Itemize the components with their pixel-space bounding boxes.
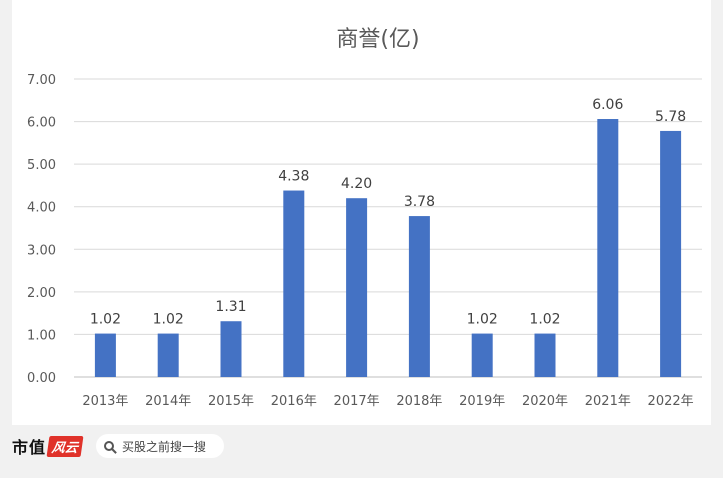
chart-card: 商誉(亿) 0.00 1.00 2.00 3.00 4.00 5.00 6.00 7.00 1… [12, 0, 711, 425]
x-tick-label: 2016年 [271, 394, 317, 409]
x-tick-label: 2022年 [648, 394, 694, 409]
y-tick-label: 2.00 [27, 286, 56, 301]
footer-bar: 市值 风云 买股之前搜一搜 [0, 425, 723, 478]
x-tick-label: 2020年 [522, 394, 568, 409]
y-tick-label: 4.00 [27, 201, 56, 216]
data-label: 4.20 [341, 176, 372, 192]
chart-title: 商誉(亿) [336, 27, 419, 52]
x-tick-label: 2014年 [145, 394, 191, 409]
bar [94, 333, 116, 377]
y-tick-label: 0.00 [27, 371, 56, 386]
bar [283, 190, 305, 377]
y-tick-label: 3.00 [27, 243, 56, 258]
data-label: 3.78 [404, 194, 435, 210]
logo-text: 市值 [12, 438, 47, 457]
data-label: 4.38 [278, 169, 309, 185]
x-tick-label: 2019年 [459, 394, 505, 409]
search-placeholder: 买股之前搜一搜 [122, 439, 207, 454]
data-label: 1.02 [153, 312, 184, 328]
data-label: 6.06 [592, 97, 623, 113]
y-tick-label: 6.00 [27, 116, 56, 131]
data-label: 1.02 [467, 312, 498, 328]
brand-logo[interactable]: 市值 风云 [12, 435, 84, 457]
x-tick-label: 2017年 [334, 394, 380, 409]
bar [346, 198, 368, 377]
bar [157, 333, 179, 377]
data-label: 5.78 [655, 109, 686, 125]
x-tick-label: 2013年 [82, 394, 128, 409]
x-tick-label: 2021年 [585, 394, 631, 409]
search-input[interactable]: 买股之前搜一搜 [96, 434, 224, 458]
data-label: 1.31 [215, 299, 246, 315]
bar [220, 321, 242, 377]
bar [597, 119, 619, 377]
x-tick-label: 2015年 [208, 394, 254, 409]
bar [471, 333, 493, 377]
y-tick-label: 1.00 [27, 328, 56, 343]
search-icon [104, 441, 114, 451]
data-label: 1.02 [529, 312, 560, 328]
x-tick-label: 2018年 [396, 394, 442, 409]
data-label: 1.02 [90, 312, 121, 328]
y-tick-label: 5.00 [27, 158, 56, 173]
bar [408, 216, 430, 377]
bar [660, 130, 682, 377]
logo-badge: 风云 [46, 435, 84, 457]
y-tick-label: 7.00 [27, 73, 56, 88]
bar-chart: 商誉(亿) 0.00 1.00 2.00 3.00 4.00 5.00 6.00 7.00 1… [27, 27, 702, 409]
bar [534, 333, 556, 377]
